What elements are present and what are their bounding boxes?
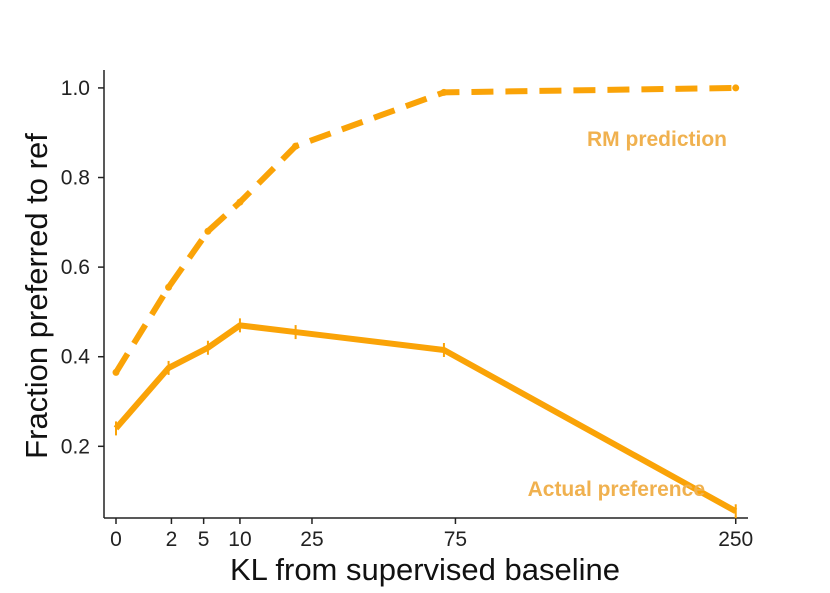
series-label-actual-preference: Actual preference: [528, 478, 705, 501]
y-axis-title: Fraction preferred to ref: [19, 133, 54, 459]
x-tick-label: 250: [718, 528, 753, 551]
x-axis-ticks: 0 2 5 10 25 75 250: [110, 518, 753, 551]
x-tick-label: 25: [300, 528, 323, 551]
x-tick-label: 75: [444, 528, 467, 551]
x-tick-label: 2: [166, 528, 178, 551]
axes: [103, 70, 748, 519]
data-point: [440, 88, 448, 96]
data-point: [292, 142, 300, 150]
data-point: [112, 368, 120, 376]
x-tick-label: 5: [198, 528, 210, 551]
data-point: [732, 84, 740, 92]
x-axis-title: KL from supervised baseline: [230, 552, 620, 587]
series-group: [112, 84, 740, 519]
y-tick-label: 0.6: [61, 256, 90, 279]
x-tick-label: 10: [228, 528, 251, 551]
y-tick-label: 0.2: [61, 435, 90, 458]
y-axis-ticks: 0.2 0.4 0.6 0.8 1.0: [61, 77, 104, 458]
y-tick-label: 0.8: [61, 167, 90, 190]
x-tick-label: 0: [110, 528, 122, 551]
data-point: [236, 198, 244, 206]
series-label-rm-prediction: RM prediction: [587, 128, 727, 151]
data-point: [204, 227, 212, 235]
y-tick-label: 1.0: [61, 77, 90, 100]
y-tick-label: 0.4: [61, 346, 91, 369]
data-point: [165, 283, 173, 291]
